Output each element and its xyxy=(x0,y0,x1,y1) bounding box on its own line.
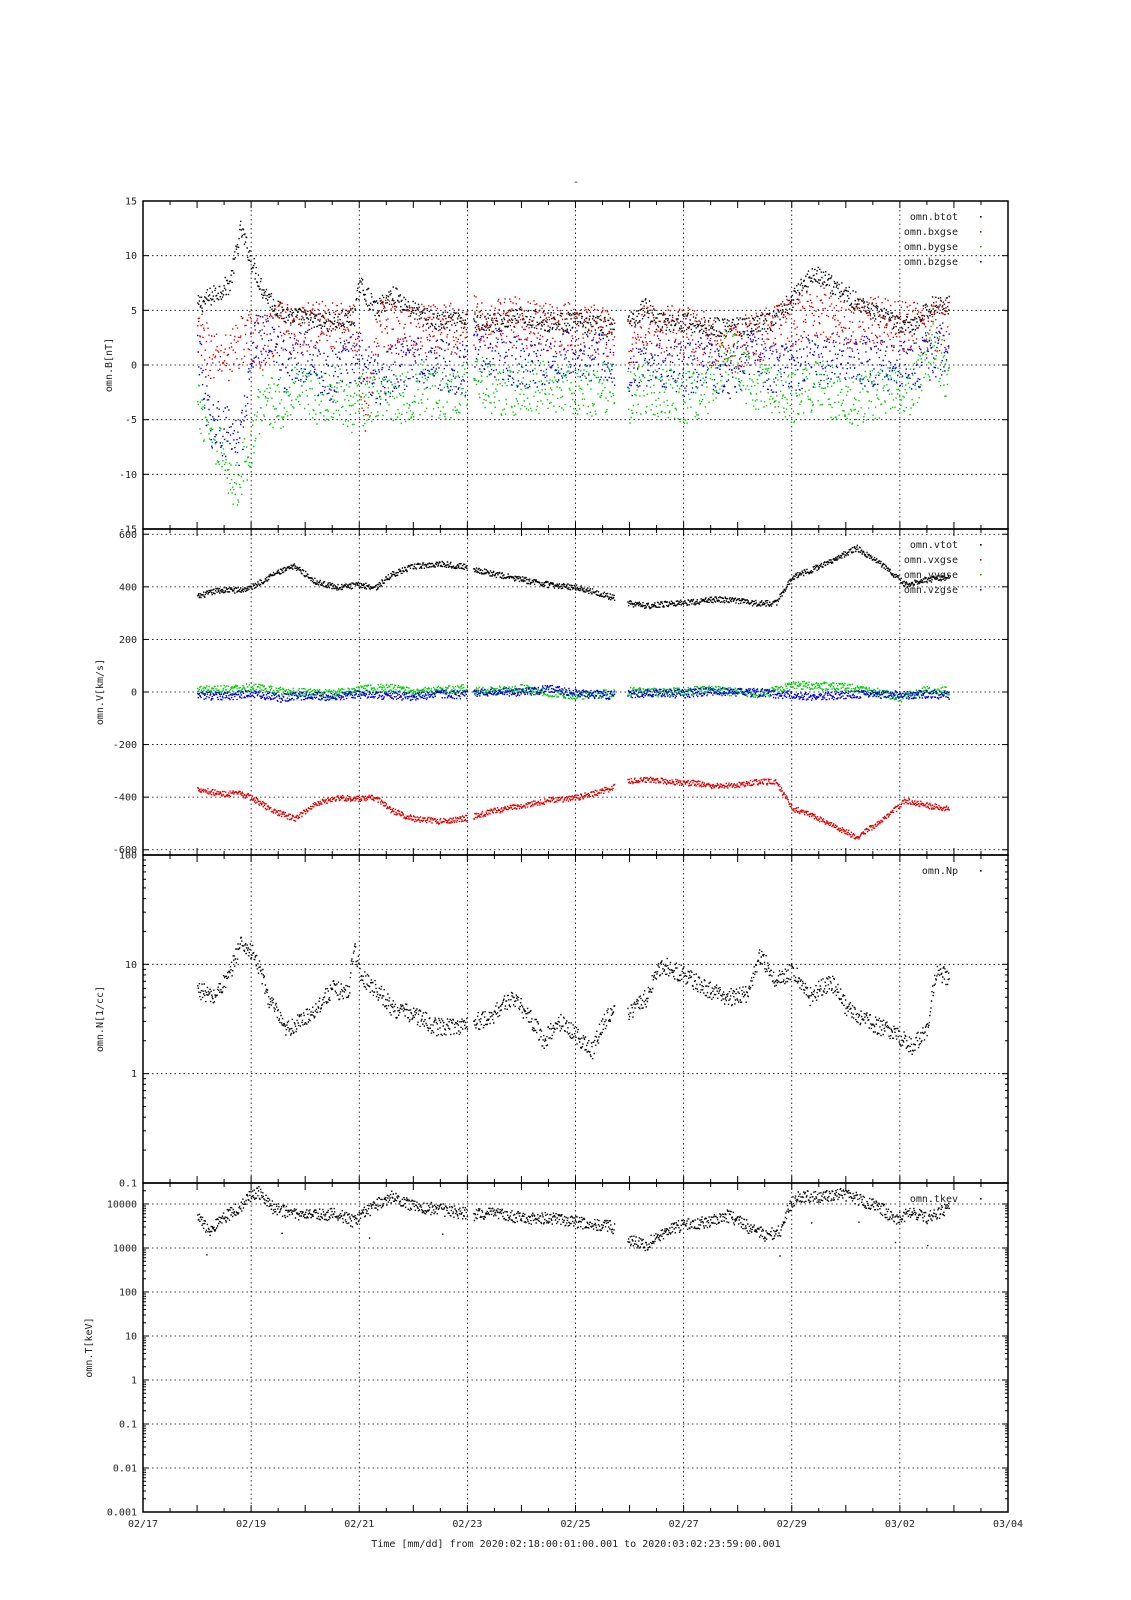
x-tick-label: 02/27 xyxy=(669,1519,699,1530)
y-tick-label: 1 xyxy=(131,1069,137,1080)
series-omn-Np xyxy=(197,936,950,1060)
y-tick-label: 100 xyxy=(119,1287,137,1298)
y-tick-label: 5 xyxy=(131,306,137,317)
series-omn-bzgse xyxy=(197,314,950,466)
panel-1: -15 -10 -5 0 5 10 15 omn.B[nT] omn.btot omn.bxgse… xyxy=(104,197,1009,536)
x-tick-label: 02/21 xyxy=(344,1519,374,1530)
y-tick-label: -600 xyxy=(113,845,137,856)
panel-3: 0.1 1 10 100 omn.N[1/cc] omn.Np xyxy=(95,851,1009,1190)
legend: omn.Np xyxy=(922,866,982,877)
legend-label: omn.btot xyxy=(910,212,958,223)
y-tick-label: 10 xyxy=(125,1331,137,1342)
y-axis-title: omn.B[nT] xyxy=(104,338,115,392)
legend-marker xyxy=(980,246,982,248)
series-omn-btot xyxy=(197,220,950,338)
y-tick-label: 400 xyxy=(119,582,137,593)
y-tick-label: 0 xyxy=(131,361,137,372)
series-omn-bxgse xyxy=(197,287,950,432)
y-tick-label: 0.01 xyxy=(113,1463,137,1474)
x-tick-label: 03/04 xyxy=(993,1519,1023,1530)
y-tick-label: 0.001 xyxy=(107,1508,137,1519)
series-omn-vzgse xyxy=(197,684,950,703)
x-tick-label: 02/29 xyxy=(777,1519,807,1530)
y-axis-title: omn.T[keV] xyxy=(84,1317,95,1377)
legend-label: omn.tkev xyxy=(910,1194,958,1205)
legend-marker xyxy=(980,589,982,591)
legend-marker xyxy=(980,231,982,233)
y-tick-label: 100 xyxy=(119,851,137,862)
y-tick-label: 600 xyxy=(119,530,137,541)
y-tick-label: 10 xyxy=(125,251,137,262)
data-points xyxy=(197,323,950,506)
legend-label: omn.vxgse xyxy=(904,555,958,566)
y-tick-label: 0.1 xyxy=(119,1419,137,1430)
plot-frame xyxy=(142,1182,1009,1513)
data-points xyxy=(197,544,950,610)
data-points xyxy=(197,287,950,432)
data-points xyxy=(197,314,950,466)
plot-frame xyxy=(142,854,1009,1184)
series-omn-tkev xyxy=(197,1186,950,1257)
legend-label: omn.vtot xyxy=(910,540,958,551)
series-omn-bygse xyxy=(197,323,950,506)
x-tick-label: 02/19 xyxy=(236,1519,266,1530)
x-tick-label: 02/25 xyxy=(560,1519,590,1530)
data-points xyxy=(197,936,950,1060)
legend: omn.btot omn.bxgse omn.bygse omn.bzgse xyxy=(904,212,982,268)
legend-marker xyxy=(980,1198,982,1200)
y-tick-label: 1000 xyxy=(113,1243,137,1254)
legend-marker xyxy=(980,261,982,263)
y-tick-label: 10 xyxy=(125,960,137,971)
legend-label: omn.vzgse xyxy=(904,585,958,596)
data-points xyxy=(197,1186,950,1257)
y-tick-label: 0.1 xyxy=(119,1179,137,1190)
data-points xyxy=(197,776,950,840)
series-omn-vygse xyxy=(197,680,950,703)
y-tick-label: -200 xyxy=(113,740,137,751)
legend-label: omn.vygse xyxy=(904,570,958,581)
legend-marker xyxy=(980,870,982,872)
y-tick-label: 15 xyxy=(125,197,137,208)
x-tick-label: 02/17 xyxy=(128,1519,158,1530)
legend-marker xyxy=(980,544,982,546)
panel-4: 0.001 0.01 0.1 1 10 100 1000 10000 omn.T[keV] omn… xyxy=(84,1182,1009,1519)
y-tick-label: 1 xyxy=(131,1375,137,1386)
legend: omn.vtot omn.vxgse omn.vygse omn.vzgse xyxy=(904,540,982,596)
legend-label: omn.bygse xyxy=(904,242,958,253)
data-points xyxy=(197,220,950,338)
legend-marker xyxy=(980,216,982,218)
y-tick-label: -400 xyxy=(113,793,137,804)
y-tick-label: 200 xyxy=(119,635,137,646)
panels: -15-10-5051015omn.B[nT]omn.btotomn.bxgse… xyxy=(84,197,1023,1531)
series-omn-vxgse xyxy=(197,776,950,840)
panel-2: -600 -400 -200 0 200 400 600 omn.V[km/s] omn.vto… xyxy=(95,528,1009,856)
x-axis-title: Time [mm/dd] from 2020:02:18:00:01:00.00… xyxy=(371,1539,780,1550)
series-omn-vtot xyxy=(197,544,950,610)
y-axis-title: omn.V[km/s] xyxy=(95,659,106,725)
y-tick-label: 10000 xyxy=(107,1199,137,1210)
data-points xyxy=(197,680,950,703)
y-tick-label: -10 xyxy=(119,470,137,481)
legend-marker xyxy=(980,559,982,561)
x-tick-label: 02/23 xyxy=(452,1519,482,1530)
legend: omn.tkev xyxy=(910,1194,982,1205)
y-tick-label: 0 xyxy=(131,688,137,699)
legend-marker xyxy=(980,574,982,576)
y-axis-title: omn.N[1/cc] xyxy=(95,986,106,1052)
data-points xyxy=(197,684,950,703)
legend-label: omn.Np xyxy=(922,866,958,877)
legend-label: omn.bxgse xyxy=(904,227,958,238)
figure-title: - xyxy=(573,177,579,188)
x-tick-label: 03/02 xyxy=(885,1519,915,1530)
legend-label: omn.bzgse xyxy=(904,257,958,268)
y-tick-label: -15 xyxy=(119,525,137,536)
y-tick-label: -5 xyxy=(125,415,137,426)
